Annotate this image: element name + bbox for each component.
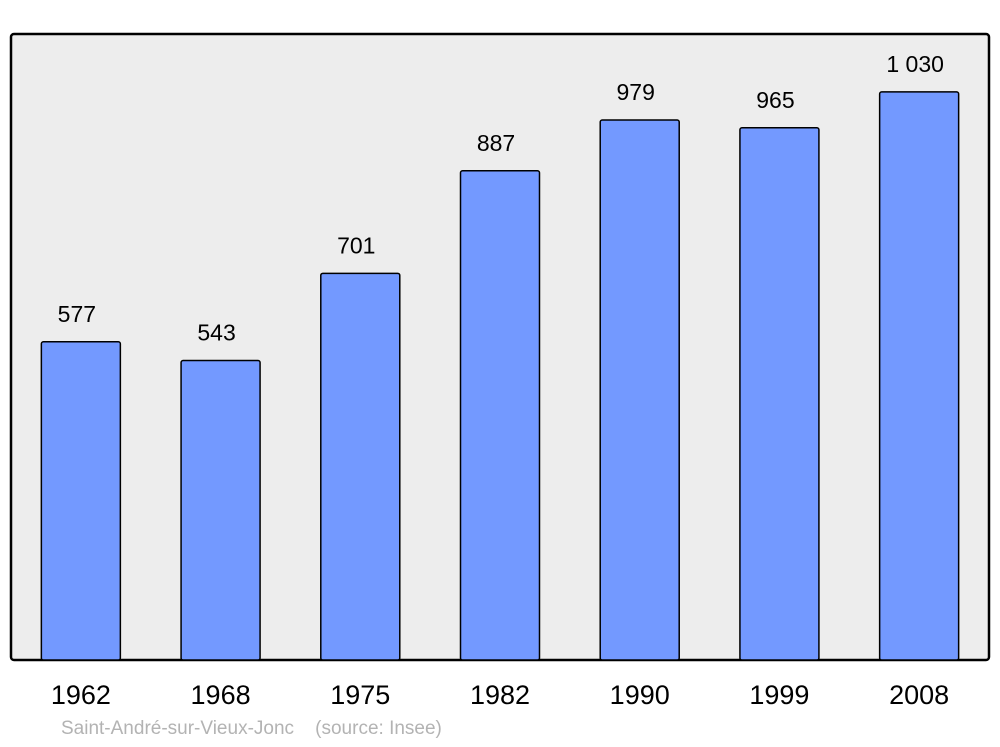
bar-1982 <box>459 170 541 661</box>
bar-1999 <box>739 127 820 661</box>
bar-1968 <box>180 359 261 661</box>
x-tick-label: 1968 <box>191 680 251 710</box>
bar-1975 <box>320 272 401 661</box>
value-label: 701 <box>337 232 375 258</box>
x-tick-label: 1990 <box>610 680 670 710</box>
x-tick-label: 1999 <box>749 680 809 710</box>
value-label: 543 <box>197 320 235 346</box>
bar-1990 <box>599 119 680 661</box>
chart-footer: Saint-André-sur-Vieux-Jonc (source: Inse… <box>61 718 442 740</box>
bar-1962 <box>40 341 122 661</box>
x-tick-label: 1962 <box>51 680 111 710</box>
x-tick-label: 1982 <box>470 680 530 710</box>
value-label: 887 <box>477 130 515 156</box>
value-label: 577 <box>58 301 96 327</box>
value-label: 965 <box>756 87 794 113</box>
source-note: (source: Insee) <box>315 718 442 739</box>
value-label: 1 030 <box>886 51 944 77</box>
x-tick-label: 1975 <box>330 680 390 710</box>
place-name: Saint-André-sur-Vieux-Jonc <box>61 718 295 739</box>
bar-2008 <box>878 91 960 661</box>
x-tick-label: 2008 <box>889 680 949 710</box>
value-label: 979 <box>617 79 655 105</box>
